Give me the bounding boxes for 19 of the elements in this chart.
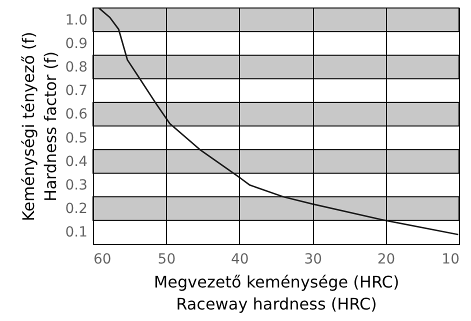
x-tick-label: 10 <box>442 252 460 268</box>
x-tick-label: 30 <box>304 252 322 268</box>
y-tick-label: 0.6 <box>65 106 88 123</box>
x-tick-label: 50 <box>158 252 176 268</box>
x-axis-title: Megvezető keménysége (HRC) Raceway hardness (HRC) <box>154 272 400 314</box>
x-tick-label: 20 <box>377 252 396 268</box>
y-tick-label: 1.0 <box>65 12 88 28</box>
line-series <box>98 7 460 236</box>
y-tick-label: 0.8 <box>65 60 88 76</box>
y-tick-label: 0.4 <box>65 154 88 170</box>
x-tick-label: 60 <box>94 252 112 268</box>
y-tick-label: 0.5 <box>65 130 88 146</box>
y-tick-label: 0.9 <box>65 36 88 52</box>
y-tick-label: 0.3 <box>65 178 88 194</box>
y-tick-label: 0.1 <box>65 224 88 241</box>
y-axis-title: Keménységi tényező (f) Hardness factor (f) <box>19 32 60 222</box>
y-tick-label: 0.7 <box>65 83 88 100</box>
y-tick-label: 0.2 <box>65 201 88 218</box>
x-tick-label: 40 <box>230 252 249 268</box>
